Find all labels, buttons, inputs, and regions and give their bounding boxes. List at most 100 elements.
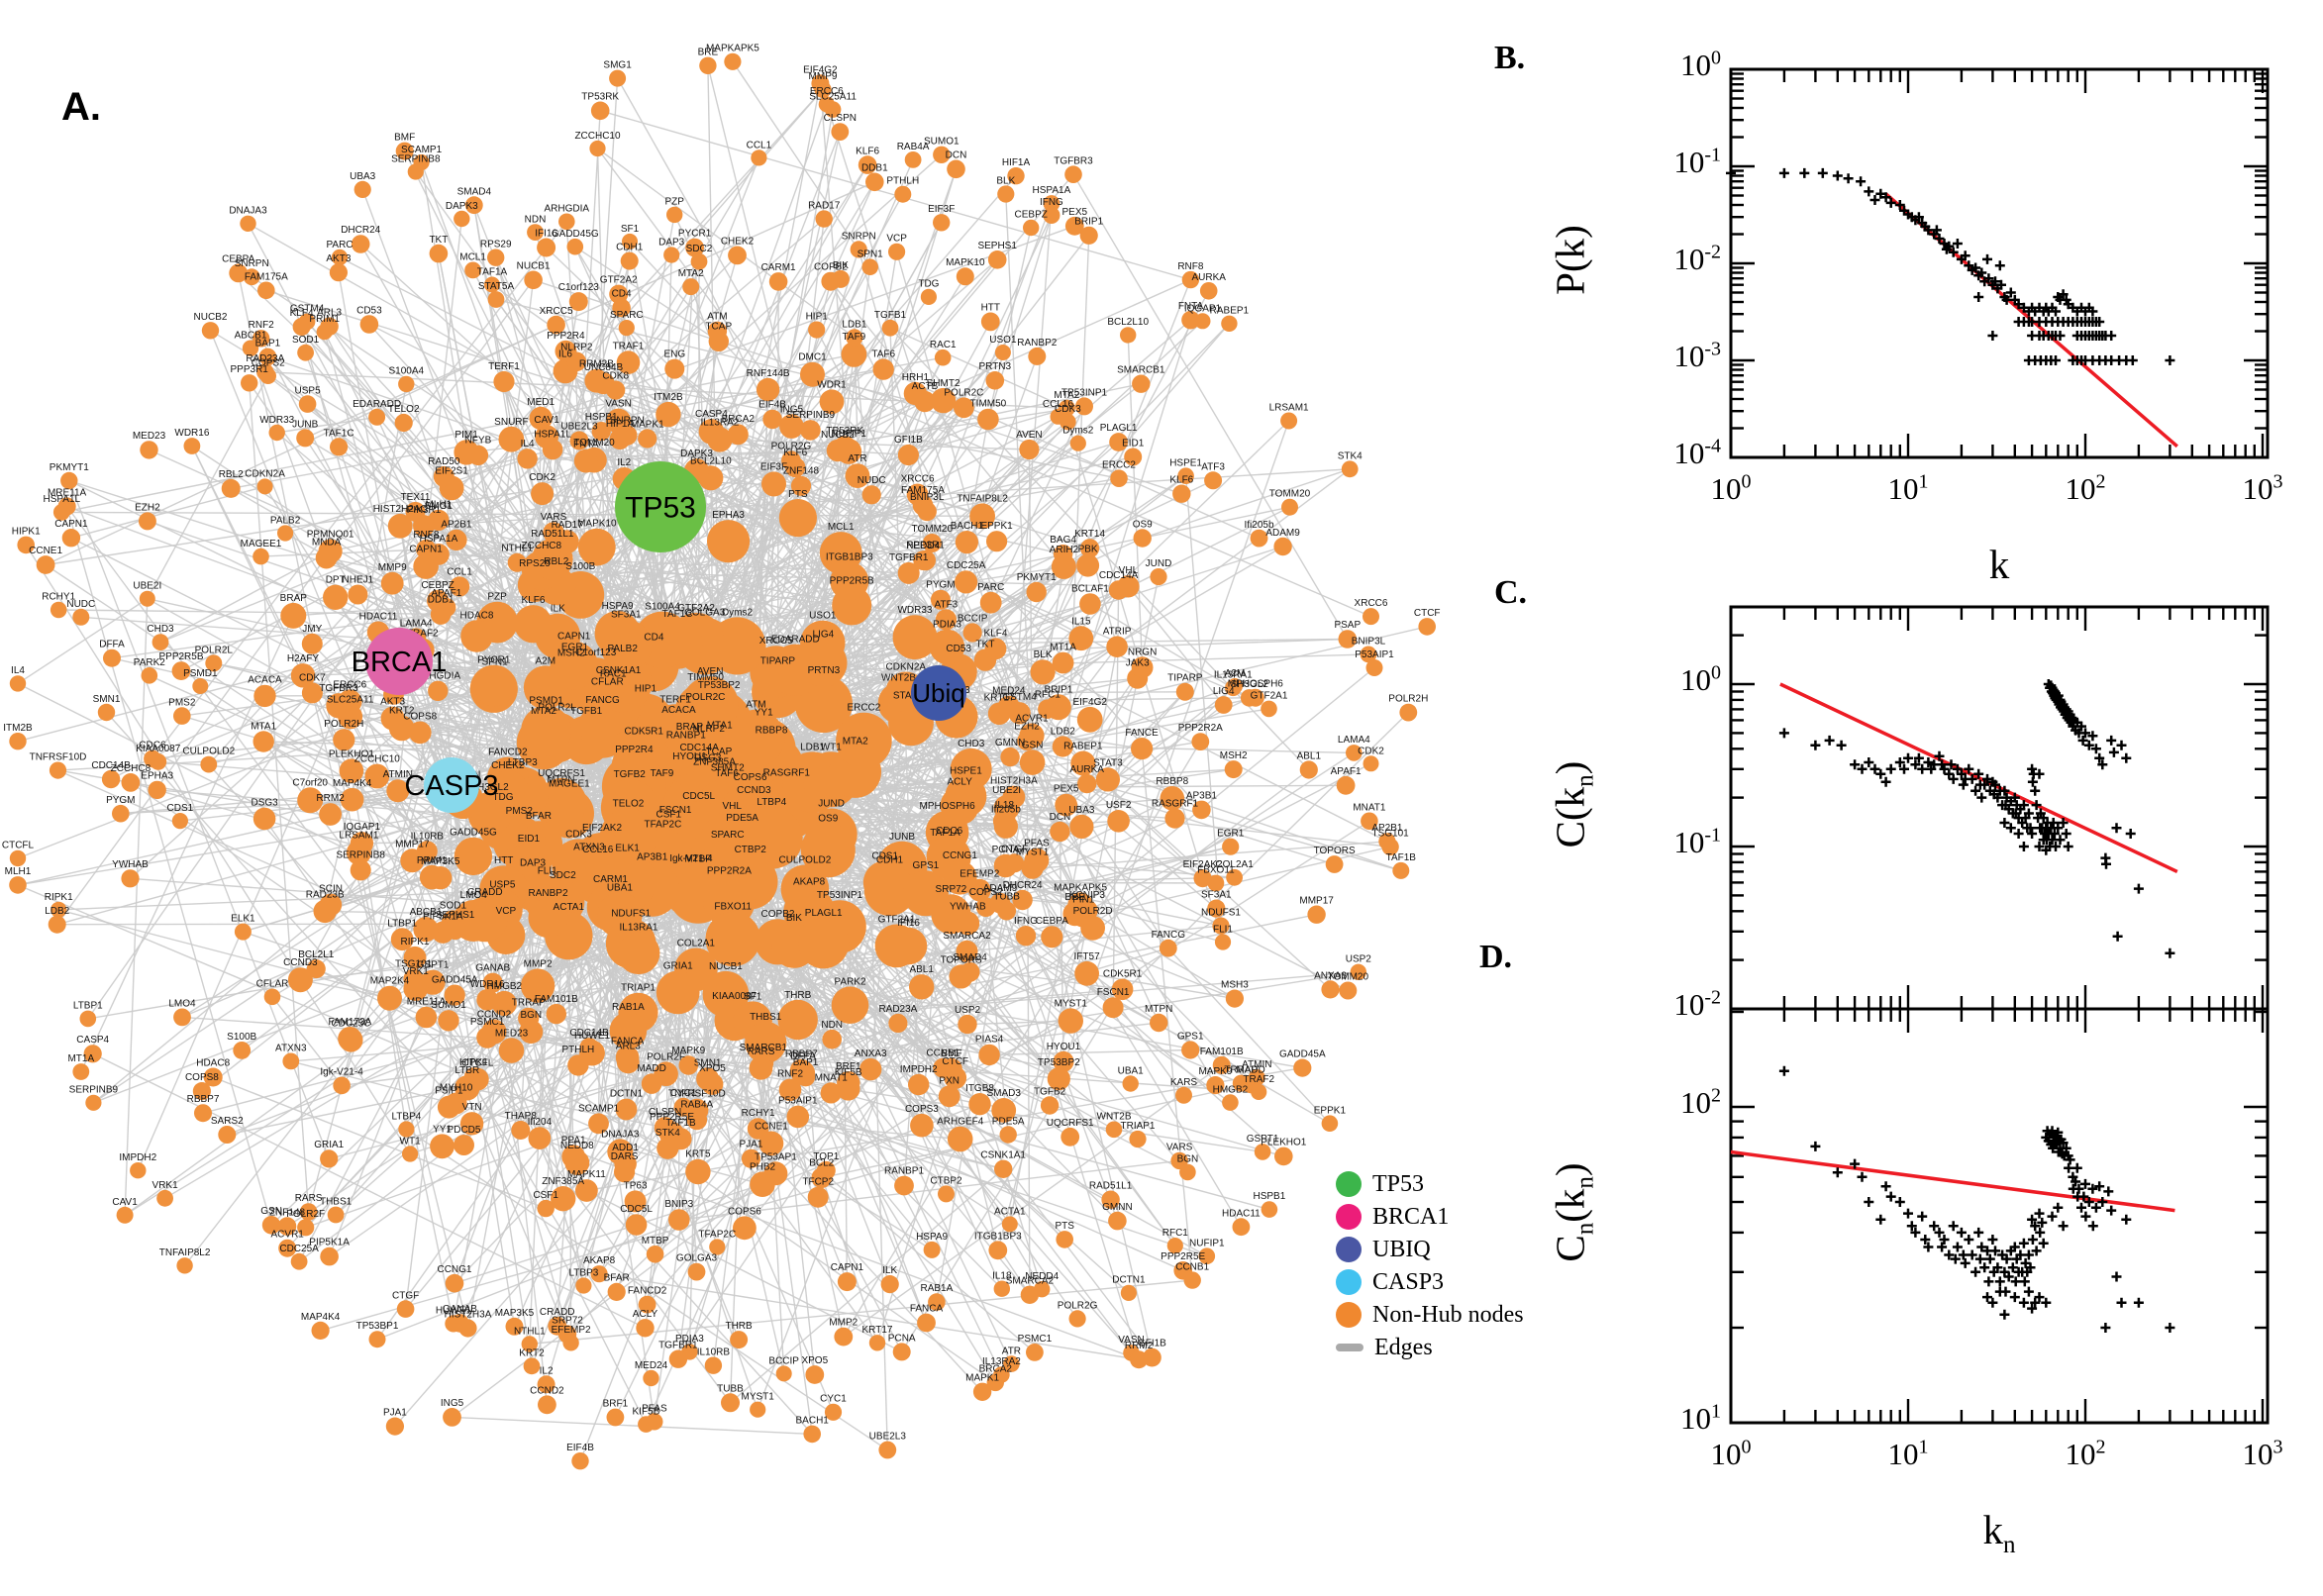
svg-text:ADD1: ADD1 [612, 1143, 639, 1153]
svg-text:FBXO11: FBXO11 [714, 902, 752, 913]
svg-text:PFAS: PFAS [642, 1403, 667, 1414]
svg-text:SH3GL2: SH3GL2 [1231, 679, 1269, 690]
svg-text:NUFIP1: NUFIP1 [831, 429, 866, 440]
svg-text:MAP4K4: MAP4K4 [301, 1312, 341, 1323]
svg-text:IL13RA2: IL13RA2 [700, 417, 739, 428]
svg-text:SRP72: SRP72 [936, 884, 967, 895]
svg-text:SHMT2: SHMT2 [927, 378, 960, 389]
svg-text:CCND3: CCND3 [283, 957, 318, 968]
svg-text:RABEP1: RABEP1 [1210, 306, 1250, 317]
svg-text:SNURF: SNURF [494, 417, 528, 428]
svg-text:IMPDH2: IMPDH2 [119, 1152, 156, 1163]
svg-text:SUMO1: SUMO1 [431, 1000, 466, 1011]
svg-text:HIF1A: HIF1A [1002, 157, 1031, 168]
svg-text:CCND3: CCND3 [737, 785, 771, 796]
svg-text:CDK5R1: CDK5R1 [624, 726, 663, 737]
svg-text:AVEN: AVEN [697, 666, 724, 677]
legend-label: BRCA1 [1372, 1204, 1450, 1230]
svg-text:EID1: EID1 [1122, 439, 1145, 449]
svg-text:CSNK1A1: CSNK1A1 [596, 665, 642, 676]
svg-text:IFT57: IFT57 [1074, 951, 1101, 962]
svg-text:CDK3: CDK3 [565, 829, 592, 840]
svg-text:CCL1: CCL1 [747, 140, 772, 150]
svg-text:RCHY1: RCHY1 [742, 1108, 775, 1119]
svg-text:UBE2I: UBE2I [133, 581, 161, 592]
svg-text:POLR2L: POLR2L [538, 702, 576, 713]
svg-text:CDC25A: CDC25A [947, 560, 986, 571]
svg-text:LMO4: LMO4 [460, 890, 488, 901]
svg-text:RANBP1: RANBP1 [666, 731, 706, 742]
svg-text:CD4: CD4 [644, 633, 663, 644]
svg-text:ZNF148: ZNF148 [783, 466, 820, 477]
svg-text:COL2A1: COL2A1 [1215, 859, 1254, 870]
svg-text:SERPINB8: SERPINB8 [391, 153, 441, 164]
svg-text:RAD23A: RAD23A [246, 353, 284, 364]
svg-text:PSMC1: PSMC1 [470, 1017, 505, 1028]
svg-text:RASGRF1: RASGRF1 [1152, 799, 1199, 810]
svg-text:RBL2: RBL2 [544, 556, 568, 567]
svg-text:VCP: VCP [496, 906, 517, 917]
svg-text:LTBP4: LTBP4 [757, 797, 786, 808]
svg-text:RAD17: RAD17 [808, 200, 841, 211]
svg-text:ATMIN: ATMIN [383, 769, 413, 780]
svg-text:TP53BP2: TP53BP2 [698, 680, 741, 691]
svg-text:STK4: STK4 [656, 1128, 680, 1139]
svg-text:MADD: MADD [1236, 1065, 1264, 1076]
ubiq-dot-icon [1336, 1237, 1362, 1262]
svg-text:ABCB1: ABCB1 [410, 907, 443, 918]
svg-text:DARS: DARS [611, 1151, 639, 1162]
svg-text:ANXA3: ANXA3 [855, 1048, 887, 1059]
svg-text:MED24: MED24 [635, 1360, 668, 1371]
svg-text:EGR1: EGR1 [1217, 829, 1245, 840]
svg-text:MCL1: MCL1 [459, 252, 486, 263]
svg-text:RBL2: RBL2 [219, 469, 244, 480]
svg-text:TERF1: TERF1 [488, 361, 520, 372]
svg-text:ATM: ATM [746, 700, 765, 711]
svg-text:ERCC6: ERCC6 [333, 680, 366, 691]
panel-b-scatter-points [1726, 167, 2175, 365]
svg-text:FBXO11: FBXO11 [1197, 865, 1235, 876]
svg-text:RANBP1: RANBP1 [884, 1166, 924, 1177]
svg-text:CDC14A: CDC14A [679, 743, 719, 753]
svg-text:PPP3R1: PPP3R1 [231, 364, 269, 375]
svg-text:VCP: VCP [886, 234, 907, 245]
svg-text:CDC25C: CDC25C [331, 1018, 370, 1029]
svg-text:DAP3: DAP3 [658, 237, 685, 248]
svg-text:TP53AP1: TP53AP1 [755, 1151, 797, 1162]
svg-text:GFI1B: GFI1B [1138, 1339, 1166, 1349]
svg-text:NEDD8: NEDD8 [560, 1141, 594, 1151]
svg-text:BRF1: BRF1 [836, 1061, 861, 1072]
svg-text:EIF4G2: EIF4G2 [803, 64, 838, 75]
svg-text:AKT3: AKT3 [380, 697, 405, 708]
svg-text:TRRAP: TRRAP [512, 998, 546, 1009]
svg-text:TRIAP1: TRIAP1 [621, 983, 656, 994]
svg-text:FNTA: FNTA [1178, 301, 1204, 312]
svg-text:ACLY: ACLY [948, 776, 973, 787]
svg-text:HUWE1: HUWE1 [574, 1031, 611, 1042]
svg-text:HSPE1: HSPE1 [950, 765, 982, 776]
svg-text:FANCG: FANCG [1152, 930, 1186, 941]
svg-text:EIF2AK2: EIF2AK2 [582, 823, 622, 834]
svg-text:MTA1: MTA1 [251, 721, 276, 732]
svg-text:BCL2L10: BCL2L10 [1107, 317, 1149, 328]
svg-text:PDCD5: PDCD5 [448, 1125, 481, 1136]
legend-item-ubiq: UBIQ [1336, 1237, 1524, 1262]
svg-text:PIK3R1: PIK3R1 [407, 505, 442, 516]
svg-text:RAB1A: RAB1A [921, 1283, 954, 1294]
svg-text:NDUFS1: NDUFS1 [1201, 908, 1241, 919]
svg-text:WNT2B: WNT2B [881, 672, 916, 683]
svg-text:TCAP: TCAP [706, 747, 733, 757]
svg-text:EPPK1: EPPK1 [980, 521, 1013, 532]
svg-text:COPS3: COPS3 [905, 1104, 939, 1115]
svg-text:BAP1: BAP1 [793, 1057, 819, 1068]
svg-text:KCNIP3: KCNIP3 [1069, 890, 1106, 901]
svg-text:PSMD1: PSMD1 [529, 696, 563, 707]
svg-text:CCND2: CCND2 [477, 1010, 512, 1021]
svg-text:FSCN1: FSCN1 [659, 805, 692, 816]
svg-text:IMPDH2: IMPDH2 [900, 1064, 938, 1075]
svg-text:ELK1: ELK1 [231, 914, 255, 925]
svg-text:VARS: VARS [541, 512, 567, 523]
svg-text:AP3B1: AP3B1 [1186, 791, 1218, 802]
svg-text:TFAP2C: TFAP2C [698, 1229, 736, 1240]
svg-text:RBBP8: RBBP8 [1156, 776, 1188, 787]
